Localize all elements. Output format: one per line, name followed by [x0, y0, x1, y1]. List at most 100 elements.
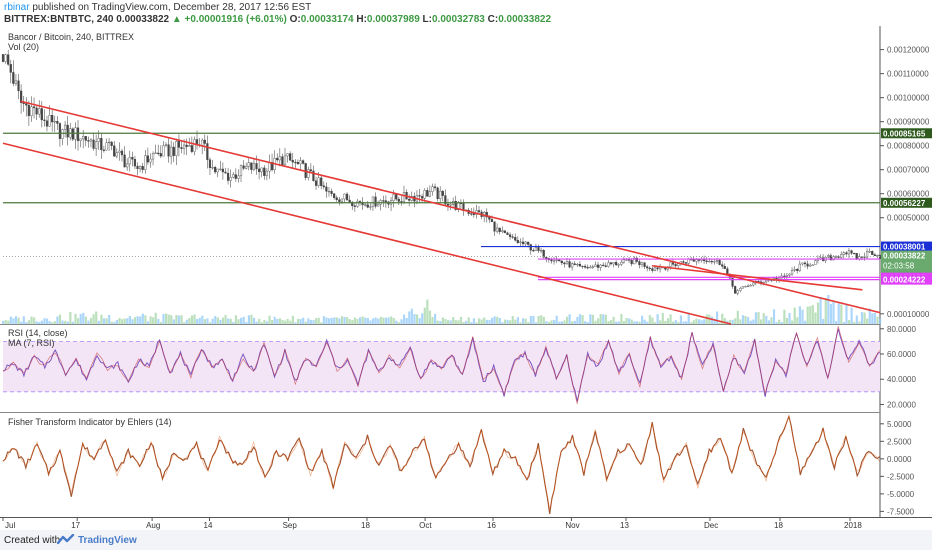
fisher-tick-label: -5.0000: [887, 490, 915, 499]
candle-body: [38, 108, 41, 115]
candle-body: [255, 163, 258, 170]
candle-body: [713, 261, 716, 263]
candle-body: [552, 260, 556, 262]
volume-bar: [873, 312, 877, 324]
rsi-tick-label: 20.0000: [887, 400, 916, 409]
candle-body: [239, 165, 243, 177]
candle-body: [226, 172, 230, 181]
rsi-line: [2, 328, 881, 402]
volume-bar: [105, 318, 108, 324]
volume-bar: [211, 318, 214, 324]
volume-bar: [703, 319, 706, 324]
volume-bar: [822, 318, 825, 324]
candle-body: [829, 255, 832, 261]
candle-body: [221, 168, 224, 173]
candle-body: [180, 147, 183, 149]
candle-body: [785, 275, 788, 277]
candle-body: [744, 286, 747, 288]
volume-bar: [263, 320, 266, 324]
volume-bar: [141, 313, 144, 324]
candle-body: [643, 262, 646, 267]
volume-bar: [490, 317, 494, 324]
candle-body: [723, 266, 726, 269]
candle-body: [472, 213, 475, 215]
candle-body: [71, 128, 74, 140]
candle-body: [214, 167, 217, 173]
candle-body: [330, 190, 333, 194]
volume-bar: [232, 321, 235, 324]
candle-body: [721, 264, 724, 267]
candle-body: [333, 193, 336, 198]
volume-bar: [95, 311, 98, 324]
volume-bar: [816, 302, 820, 324]
volume-bar: [780, 321, 783, 324]
candle-body: [630, 260, 633, 265]
candle-body: [788, 273, 791, 276]
volume-bar: [734, 318, 737, 324]
price-tick-label: 0.00050000: [887, 214, 930, 223]
volume-bar: [203, 319, 206, 324]
candle-body: [842, 252, 845, 255]
current-price-bg: [881, 250, 932, 273]
volume-bar: [700, 320, 703, 324]
candle-body: [25, 103, 28, 106]
candle-body: [144, 155, 147, 170]
tradingview-logo-icon: [57, 534, 75, 545]
volume-bar: [643, 319, 646, 324]
candle-body: [14, 80, 18, 84]
candle-body: [167, 144, 170, 157]
volume-bar: [115, 319, 119, 324]
volume-bar: [436, 320, 439, 324]
volume-bar: [118, 317, 121, 324]
volume-bar: [400, 319, 403, 324]
volume-bar: [767, 320, 770, 324]
candle-body: [695, 259, 698, 262]
volume-bar: [110, 321, 113, 324]
time-tick-label: 2018: [844, 521, 862, 530]
volume-bar: [783, 309, 786, 324]
volume-bar: [286, 319, 289, 324]
volume-bar: [92, 314, 95, 324]
candle-body: [317, 177, 320, 186]
candle-body: [682, 261, 685, 263]
volume-bar: [752, 319, 755, 324]
volume-bar: [791, 320, 794, 324]
volume-bar: [677, 322, 680, 324]
candle-body: [151, 153, 155, 160]
candle-body: [123, 154, 126, 168]
volume-bar: [144, 315, 147, 324]
level-label-bg: [881, 274, 932, 285]
volume-bar: [576, 316, 579, 324]
candle-body: [669, 262, 672, 267]
candle-body: [45, 120, 49, 127]
candle-body: [708, 260, 711, 263]
candle-body: [258, 168, 261, 173]
volume-bar: [154, 312, 157, 324]
volume-bar: [45, 318, 49, 324]
volume-bar: [493, 316, 496, 324]
created-with-text: Created with: [4, 535, 61, 546]
author-link[interactable]: rbinar: [4, 2, 30, 13]
candle-body: [633, 257, 636, 265]
volume-bar: [602, 314, 605, 324]
volume-bar: [809, 306, 812, 324]
candle-body: [651, 268, 654, 271]
chart-canvas[interactable]: 0.00120000 0.00110000 0.00100000 0.00090000…: [0, 26, 932, 530]
volume-bar: [351, 320, 354, 324]
candle-body: [276, 157, 279, 161]
volume-bar: [69, 311, 72, 324]
volume-bar: [299, 319, 302, 324]
tradingview-link[interactable]: TradingView: [78, 535, 137, 546]
candle-body: [602, 264, 605, 267]
volume-bar: [271, 319, 274, 324]
volume-bar: [22, 316, 25, 324]
volume-bar: [465, 320, 468, 324]
candle-body: [493, 221, 496, 232]
low-label: L:: [422, 14, 432, 25]
volume-bar: [423, 307, 426, 324]
candle-body: [739, 288, 742, 291]
candle-body: [490, 219, 494, 222]
candle-body: [790, 269, 794, 275]
candle-body: [84, 136, 87, 141]
rsi-ma-line: [2, 326, 881, 404]
